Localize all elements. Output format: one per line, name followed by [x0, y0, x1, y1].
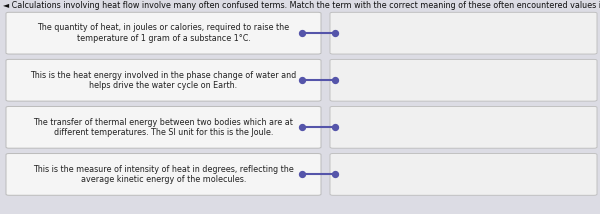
Point [297, 126, 307, 129]
FancyBboxPatch shape [330, 154, 597, 195]
FancyBboxPatch shape [6, 107, 321, 148]
Point [330, 173, 340, 176]
Point [297, 173, 307, 176]
Text: This is the heat energy involved in the phase change of water and
helps drive th: This is the heat energy involved in the … [31, 71, 296, 90]
FancyBboxPatch shape [6, 59, 321, 101]
FancyBboxPatch shape [330, 59, 597, 101]
FancyBboxPatch shape [330, 107, 597, 148]
Text: ◄ Calculations involving heat flow involve many often confused terms. Match the : ◄ Calculations involving heat flow invol… [3, 1, 600, 10]
Point [330, 79, 340, 82]
Point [297, 31, 307, 35]
Point [330, 126, 340, 129]
Point [330, 31, 340, 35]
Text: The transfer of thermal energy between two bodies which are at
different tempera: The transfer of thermal energy between t… [34, 118, 293, 137]
FancyBboxPatch shape [6, 12, 321, 54]
Point [297, 79, 307, 82]
FancyBboxPatch shape [6, 154, 321, 195]
Text: This is the measure of intensity of heat in degrees, reflecting the
average kine: This is the measure of intensity of heat… [33, 165, 294, 184]
Text: The quantity of heat, in joules or calories, required to raise the
temperature o: The quantity of heat, in joules or calor… [37, 24, 290, 43]
FancyBboxPatch shape [330, 12, 597, 54]
